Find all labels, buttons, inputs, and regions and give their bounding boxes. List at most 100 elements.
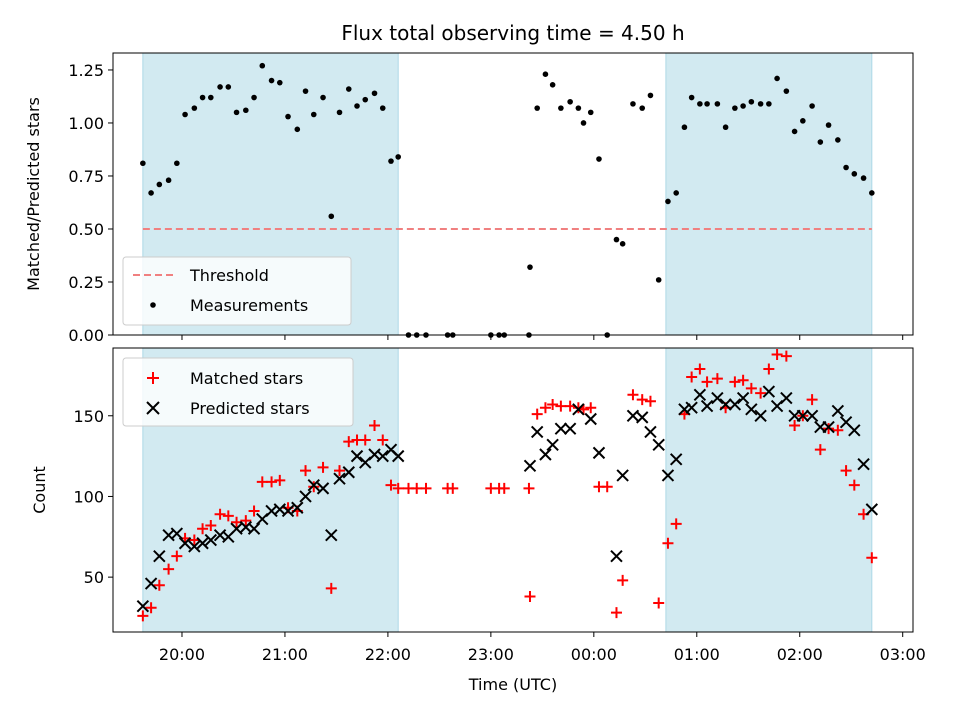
matched-point-78 [840,465,852,477]
matched-point-39 [523,482,535,494]
measurement-point-11 [233,109,240,116]
predicted-star-points [136,385,879,613]
bottom-legend-box [122,357,354,427]
predicted-point-58 [762,385,776,398]
matched-point-56 [653,597,665,609]
measurement-point-62 [704,101,710,107]
measurement-point-4 [174,160,180,167]
legend-measurements-label: Measurements [190,296,308,315]
matched-point-2 [153,579,165,591]
y-tick-label-0: 0.00 [68,326,104,345]
x-tick-label-7: 03:00 [880,645,926,664]
predicted-point-8 [204,533,218,547]
predicted-point-32 [530,425,544,439]
top-panel-y-label: Matched/Predicted stars [24,97,43,291]
measurement-point-25 [354,103,360,109]
matched-point-10 [222,510,234,522]
measurement-point-27 [371,90,378,97]
measurement-point-22 [328,213,335,220]
predicted-point-45 [652,438,665,452]
legend-predicted-label: Predicted stars [190,399,310,418]
matched-point-54 [636,394,648,406]
x-tick-label-4: 00:00 [571,645,617,664]
measurement-point-53 [630,101,636,107]
legend-matched-label: Matched stars [190,369,303,388]
y-tick-label-0: 50 [84,568,104,587]
bottom-panel-x-ticks: 20:00 21:00 22:00 23:00 00:00 01:00 02:00 03:00 [159,632,926,664]
matched-point-70 [771,348,783,360]
predicted-point-17 [281,504,295,518]
matched-point-27 [369,419,381,431]
y-tick-label-2: 0.50 [68,220,104,239]
x-tick-label-0: 20:00 [159,645,205,664]
measurement-point-5 [182,111,188,118]
predicted-point-47 [669,453,683,466]
matched-point-55 [644,395,656,407]
matched-point-20 [308,481,320,493]
matched-point-42 [539,402,551,414]
y-tick-label-2: 150 [73,407,104,426]
measurement-point-70 [774,75,780,82]
x-tick-label-6: 02:00 [777,645,823,664]
top-panel-y-ticks: 0.00 0.25 0.50 0.75 1.00 1.25 [68,61,113,345]
measurement-point-43 [549,82,556,88]
matched-point-13 [248,505,260,517]
matched-point-8 [205,520,217,531]
predicted-point-52 [711,391,724,405]
matched-point-15 [266,476,278,488]
predicted-point-19 [299,490,312,503]
matched-point-75 [814,444,826,456]
measurement-point-65 [732,105,738,111]
matched-point-77 [832,424,844,436]
predicted-point-63 [805,409,819,422]
matched-point-1 [145,602,157,614]
matched-point-21 [317,461,329,473]
matched-point-7 [197,523,209,535]
matched-point-35 [447,482,459,494]
predicted-point-37 [572,403,585,416]
measurement-point-77 [835,137,841,143]
predicted-point-22 [325,528,338,542]
shaded-interval-1 [665,52,873,336]
y-tick-label-5: 1.25 [68,61,104,80]
predicted-point-34 [546,438,559,452]
matched-point-29 [385,479,397,491]
measurement-point-75 [817,139,824,145]
y-tick-label-3: 0.75 [68,167,104,186]
predicted-point-30 [391,449,405,463]
predicted-point-56 [745,403,758,416]
measurement-point-71 [783,88,790,94]
measurement-point-9 [217,84,223,90]
matched-point-4 [171,550,183,562]
measurement-point-68 [757,101,764,107]
matched-point-74 [806,394,818,406]
predicted-point-33 [539,448,552,461]
measurement-point-64 [722,124,729,131]
predicted-point-51 [700,399,714,413]
chart-title: Flux total observing time = 4.50 h [341,21,684,45]
measurement-point-55 [647,92,654,99]
measurement-point-8 [208,94,214,101]
x-tick-label-5: 01:00 [674,645,720,664]
y-tick-label-1: 0.25 [68,273,104,292]
measurement-point-10 [225,84,232,90]
measurement-point-41 [534,105,540,111]
y-tick-label-1: 100 [73,487,104,506]
matched-point-38 [498,482,510,494]
matched-point-9 [214,508,226,520]
top-panel-legend: Threshold Measurements [122,256,352,326]
bottom-panel-frame [112,347,914,633]
matched-point-57 [662,537,674,549]
measurement-point-72 [791,128,798,135]
top-legend-box [122,256,352,326]
x-tick-label-2: 22:00 [365,645,411,664]
bottom-panel-legend: Matched stars Predicted stars [122,357,354,427]
predicted-point-21 [316,482,330,495]
matched-point-28 [377,434,389,446]
legend-matched-swatch [147,372,159,384]
measurement-point-63 [714,101,721,107]
predicted-point-36 [563,422,577,435]
predicted-point-35 [554,422,568,435]
bottom-panel-y-ticks: 50 100 150 [73,407,113,587]
predicted-point-69 [857,457,870,471]
